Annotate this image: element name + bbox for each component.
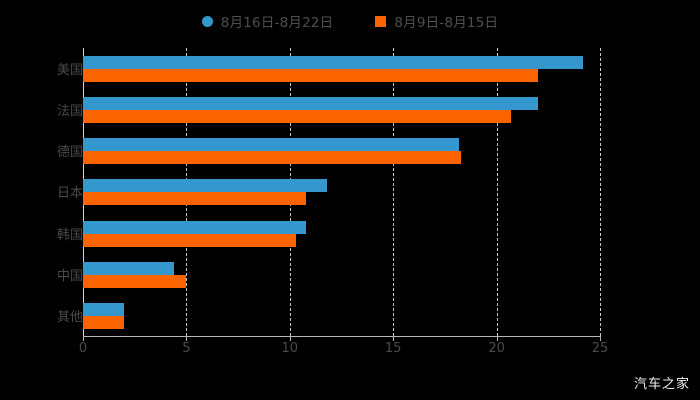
x-tick-mark	[289, 336, 291, 341]
gridline	[496, 48, 499, 336]
x-tick-mark	[186, 336, 188, 341]
bar[interactable]	[83, 220, 307, 234]
bar[interactable]	[83, 69, 538, 82]
legend-label: 8月16日-8月22日	[220, 15, 334, 31]
legend-item[interactable]: 8月16日-8月22日	[201, 11, 334, 31]
x-tick-mark	[496, 336, 498, 341]
x-tick-label: 5	[182, 341, 191, 356]
x-tick-mark	[393, 336, 395, 341]
y-axis-category-label: 法国	[56, 104, 83, 120]
bar[interactable]	[83, 261, 174, 275]
x-tick-label: 15	[384, 341, 402, 356]
plot-area	[83, 48, 602, 336]
y-axis-category-label: 德国	[56, 145, 83, 161]
bar[interactable]	[83, 138, 460, 152]
bar[interactable]	[83, 179, 328, 193]
bar[interactable]	[83, 110, 512, 124]
legend-label: 8月9日-8月15日	[394, 15, 499, 31]
x-tick-label: 10	[281, 341, 299, 356]
bar[interactable]	[83, 97, 538, 111]
bar[interactable]	[83, 274, 187, 288]
bar[interactable]	[83, 233, 296, 247]
x-axis-line	[83, 336, 600, 337]
x-tick-label: 25	[591, 341, 609, 356]
bar[interactable]	[83, 302, 125, 316]
watermark: 汽车之家	[633, 377, 690, 392]
y-axis-category-label: 其他	[56, 309, 83, 325]
x-tick-label: 0	[78, 341, 88, 356]
legend-item[interactable]: 8月9日-8月15日	[375, 11, 498, 31]
x-tick-mark	[600, 336, 601, 341]
bar[interactable]	[83, 151, 462, 165]
bar[interactable]	[83, 56, 584, 69]
legend-swatch-square-icon	[375, 15, 387, 27]
bar[interactable]	[83, 192, 307, 206]
y-axis-labels: 美国法国德国日本韩国中国其他	[0, 48, 700, 336]
legend-swatch-circle-icon	[201, 15, 213, 27]
x-tick-label: 20	[488, 341, 505, 356]
x-tick-mark	[83, 336, 84, 341]
bar[interactable]	[83, 315, 125, 329]
gridline	[600, 48, 602, 336]
gridline	[393, 48, 395, 336]
y-axis-category-label: 韩国	[56, 227, 83, 243]
y-axis-category-label: 中国	[56, 268, 83, 284]
chart-legend: 8月16日-8月22日 8月9日-8月15日	[0, 8, 700, 34]
y-axis-category-label: 日本	[56, 186, 83, 202]
y-axis-category-label: 美国	[56, 63, 83, 78]
